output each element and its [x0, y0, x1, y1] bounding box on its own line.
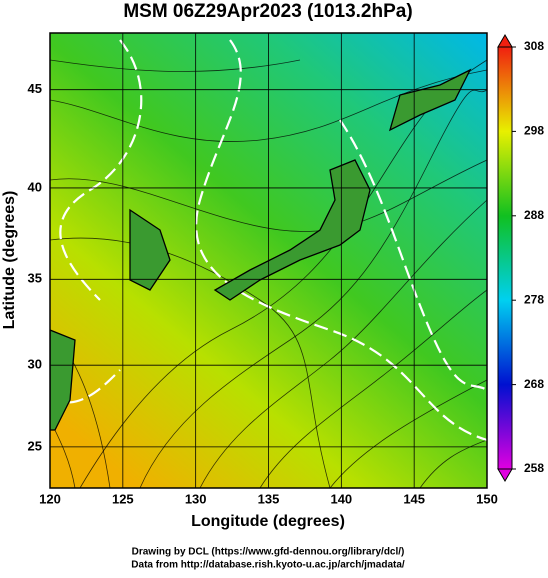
colorbar-tick-label: 278: [524, 292, 544, 306]
colorbar-tick-label: 298: [524, 124, 544, 138]
colorbar-tick-label: 258: [524, 461, 544, 475]
axes: 120 125 130 135 140 145 150 25 30 35 40 45 258 268 278…: [28, 33, 544, 506]
x-axis-label: Longitude (degrees): [191, 513, 345, 530]
contour: [339, 119, 487, 391]
streamline: [50, 237, 331, 488]
streamline: [50, 59, 301, 72]
x-tick-label: 145: [403, 491, 425, 506]
colorbar-tick-label: 268: [524, 377, 544, 391]
colorbar: [497, 46, 513, 470]
streamline: [259, 289, 487, 488]
y-axis-label: Latitude (degrees): [1, 191, 18, 330]
colorbar-extend: [497, 34, 513, 48]
streamline: [139, 89, 487, 488]
y-tick-label: 30: [28, 357, 42, 372]
coastline: [50, 68, 472, 431]
y-tick-label: 40: [28, 179, 42, 194]
x-tick-label: 140: [330, 491, 352, 506]
x-tick-label: 130: [185, 491, 207, 506]
x-tick-label: 125: [112, 491, 134, 506]
contour: [59, 39, 143, 301]
streamline: [50, 69, 487, 142]
x-tick-label: 150: [476, 491, 498, 506]
x-tick-label: 120: [39, 491, 61, 506]
streamline: [50, 159, 487, 232]
y-tick-label: 25: [28, 438, 42, 453]
footer: Drawing by DCL (https://www.gfd-dennou.o…: [132, 547, 405, 558]
colorbar-extend: [497, 468, 513, 482]
footer: Data from http://database.rish.kyoto-u.a…: [131, 560, 405, 571]
colorbar-tick-label: 288: [524, 208, 544, 222]
chart-title: MSM 06Z29Apr2023 (1013.2hPa): [123, 1, 412, 22]
colorbar-tick-label: 308: [524, 39, 544, 53]
y-tick-label: 35: [28, 271, 42, 286]
streamline: [199, 199, 487, 488]
x-tick-label: 135: [258, 491, 280, 506]
streamline: [419, 439, 487, 488]
y-tick-label: 45: [28, 81, 42, 96]
plot-frame: [49, 32, 488, 489]
